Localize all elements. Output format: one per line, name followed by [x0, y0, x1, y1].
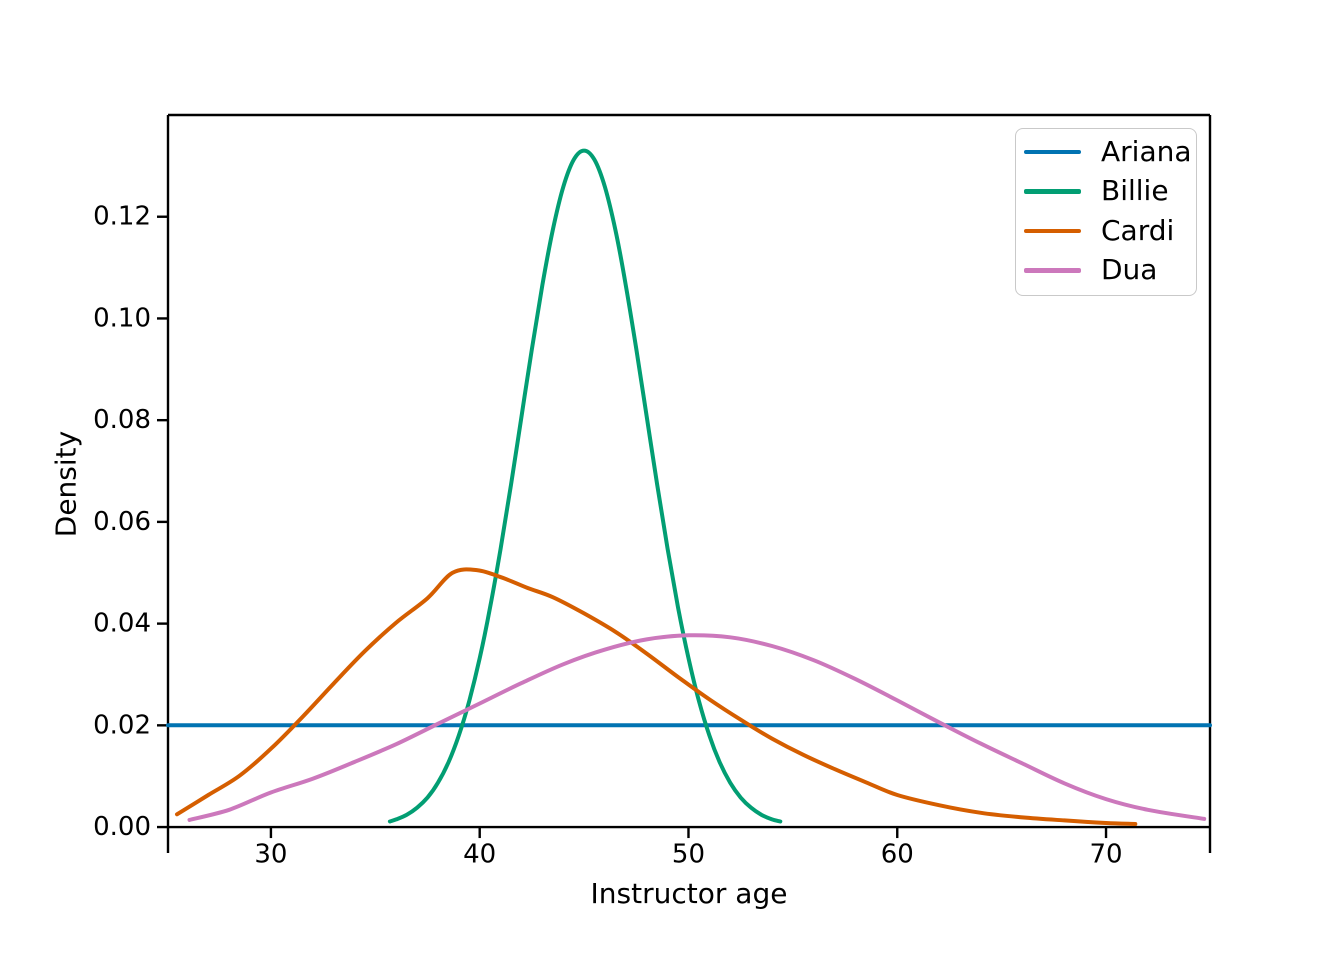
y-axis: 0.00 0.02 0.04 0.06 0.08 0.10 0.12: [93, 202, 168, 842]
x-tick-label: 30: [254, 839, 287, 869]
series-lines: [166, 148, 1212, 826]
x-tick-label: 40: [463, 839, 496, 869]
x-axis-label: Instructor age: [590, 877, 788, 910]
y-tick-label: 0.06: [93, 507, 151, 537]
legend-item-cardi: Cardi: [1024, 211, 1188, 251]
legend-line-dua: [1024, 268, 1081, 273]
series-line-billie: [387, 148, 783, 824]
y-tick-label: 0.08: [93, 405, 151, 435]
legend: Ariana Billie Cardi Dua: [1015, 128, 1197, 296]
series-line-dua: [187, 633, 1207, 822]
legend-label-billie: Billie: [1101, 174, 1169, 208]
series-line-cardi: [175, 567, 1138, 826]
legend-item-dua: Dua: [1024, 251, 1188, 291]
y-tick-label: 0.10: [93, 303, 151, 333]
legend-line-billie: [1024, 189, 1081, 194]
x-tick-label: 50: [672, 839, 705, 869]
y-axis-label: Density: [49, 430, 83, 538]
legend-label-cardi: Cardi: [1101, 213, 1175, 247]
x-tick-label: 70: [1089, 839, 1122, 869]
x-tick-label: 60: [881, 839, 914, 869]
legend-item-billie: Billie: [1024, 172, 1188, 212]
y-tick-label: 0.12: [93, 202, 151, 232]
y-tick-label: 0.02: [93, 710, 151, 740]
x-axis: 30 40 50 60 70: [254, 827, 1123, 869]
legend-item-ariana: Ariana: [1024, 132, 1192, 172]
legend-line-ariana: [1024, 149, 1081, 154]
y-tick-label: 0.00: [93, 812, 151, 842]
legend-label-ariana: Ariana: [1101, 134, 1192, 168]
legend-label-dua: Dua: [1101, 253, 1158, 287]
legend-line-cardi: [1024, 228, 1081, 233]
y-tick-label: 0.04: [93, 609, 151, 639]
